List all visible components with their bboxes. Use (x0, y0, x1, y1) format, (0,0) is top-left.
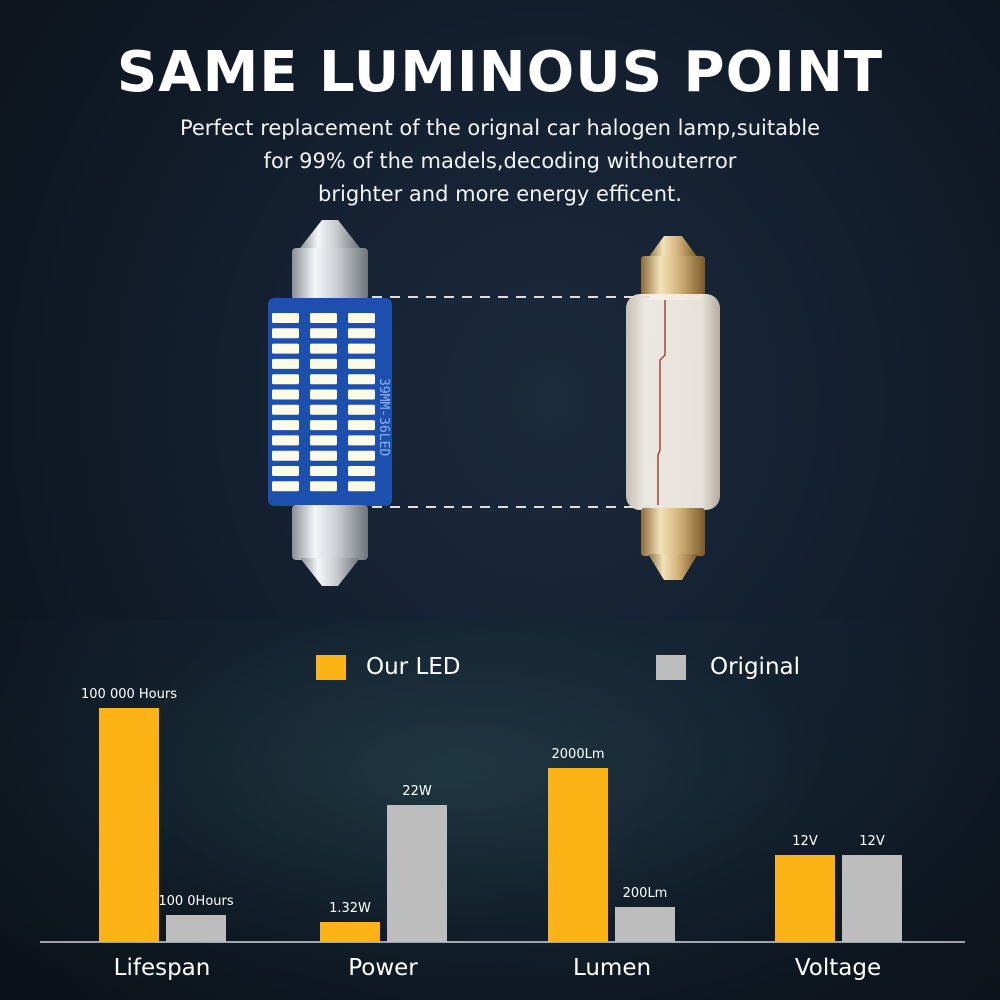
data-label-voltage-original: 12V (859, 834, 885, 849)
subtitle-line-2: for 99% of the madels,decoding withouter… (263, 149, 737, 173)
category-label-lifespan: Lifespan (113, 955, 211, 981)
led-marking: 39MM-36LED (376, 378, 391, 456)
led-chip (272, 420, 299, 431)
led-chip (348, 343, 375, 354)
led-chip (348, 435, 375, 446)
bar-voltage-our-led (775, 855, 835, 942)
legend-swatch-original (656, 655, 686, 680)
data-label-power-original: 22W (402, 784, 432, 799)
led-chip (310, 404, 337, 415)
led-chip (310, 313, 337, 323)
led-chip (310, 328, 337, 339)
subtitle-line-3: brighter and more energy efficent. (318, 182, 682, 206)
led-chip (348, 374, 375, 385)
led-chip (272, 328, 299, 339)
led-chip (348, 389, 375, 400)
bar-lifespan-our-led (99, 708, 159, 942)
data-label-lumen-our-led: 2000Lm (552, 747, 605, 762)
led-chip (310, 358, 337, 369)
led-chip (272, 374, 299, 385)
led-chip (310, 450, 337, 461)
led-chip (272, 481, 299, 492)
data-label-lumen-original: 200Lm (623, 886, 668, 901)
led-chip (272, 343, 299, 354)
bar-lumen-original (615, 907, 675, 942)
led-chip (348, 358, 375, 369)
legend-swatch-our-led (316, 655, 346, 680)
led-chip (348, 404, 375, 415)
led-chip (310, 466, 337, 476)
led-chip (348, 328, 375, 339)
led-chip (348, 313, 375, 323)
legend-label-our-led: Our LED (366, 654, 461, 680)
led-chip (272, 466, 299, 476)
bar-lumen-our-led (548, 768, 608, 942)
bar-power-our-led (320, 922, 380, 942)
bulb-comparison: 39MM-36LED (268, 220, 720, 586)
legend-label-original: Original (710, 654, 801, 680)
led-chip (272, 313, 299, 323)
data-label-voltage-our-led: 12V (792, 834, 818, 849)
led-chip (348, 420, 375, 431)
bar-power-original (387, 805, 447, 942)
category-label-power: Power (348, 955, 418, 981)
led-bulb-image: 39MM-36LED (268, 220, 392, 586)
data-label-lifespan-original: 100 0Hours (158, 894, 234, 909)
led-chip (310, 374, 337, 385)
led-chip (272, 404, 299, 415)
bar-voltage-original (842, 855, 902, 942)
bar-lifespan-original (166, 915, 226, 942)
subtitle-line-1: Perfect replacement of the orignal car h… (179, 116, 821, 140)
category-label-voltage: Voltage (794, 955, 882, 981)
led-chip (310, 420, 337, 431)
led-chip (310, 481, 337, 492)
category-label-lumen: Lumen (572, 955, 652, 981)
led-chip (348, 450, 375, 461)
led-chip (272, 450, 299, 461)
led-chip (272, 435, 299, 446)
led-chip (272, 358, 299, 369)
led-chip (310, 389, 337, 400)
led-chip (272, 389, 299, 400)
data-label-power-our-led: 1.32W (329, 901, 371, 916)
data-label-lifespan-our-led: 100 000 Hours (81, 687, 177, 702)
halogen-bulb-image (626, 236, 720, 580)
led-chip (310, 435, 337, 446)
led-chip (310, 343, 337, 354)
led-chip (348, 481, 375, 492)
page-title: SAME LUMINOUS POINT (116, 40, 884, 105)
led-chip (348, 466, 375, 476)
